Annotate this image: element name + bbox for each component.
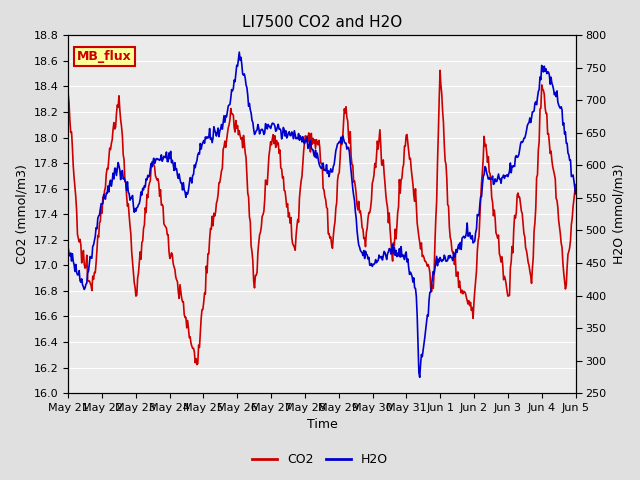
H2O xyxy=(154,156,162,162)
CO2 xyxy=(448,247,456,253)
X-axis label: Time: Time xyxy=(307,419,337,432)
CO2 xyxy=(193,362,201,368)
H2O xyxy=(416,374,424,380)
H2O xyxy=(236,49,243,55)
Title: LI7500 CO2 and H2O: LI7500 CO2 and H2O xyxy=(242,15,402,30)
CO2 xyxy=(196,345,204,350)
CO2 xyxy=(404,140,412,146)
H2O xyxy=(64,245,72,251)
CO2 xyxy=(295,219,303,225)
CO2 xyxy=(436,68,444,73)
Legend: CO2, H2O: CO2, H2O xyxy=(247,448,393,471)
H2O xyxy=(572,191,579,197)
H2O xyxy=(295,131,303,136)
CO2 xyxy=(364,215,372,221)
CO2 xyxy=(572,182,579,188)
Line: H2O: H2O xyxy=(68,52,575,377)
Y-axis label: CO2 (mmol/m3): CO2 (mmol/m3) xyxy=(15,164,28,264)
H2O xyxy=(195,150,202,156)
H2O xyxy=(448,255,456,261)
Line: CO2: CO2 xyxy=(68,71,575,365)
H2O xyxy=(404,256,412,262)
CO2 xyxy=(64,91,72,97)
CO2 xyxy=(154,176,162,181)
Text: MB_flux: MB_flux xyxy=(77,49,132,63)
H2O xyxy=(364,256,372,262)
Y-axis label: H2O (mmol/m3): H2O (mmol/m3) xyxy=(612,164,625,264)
